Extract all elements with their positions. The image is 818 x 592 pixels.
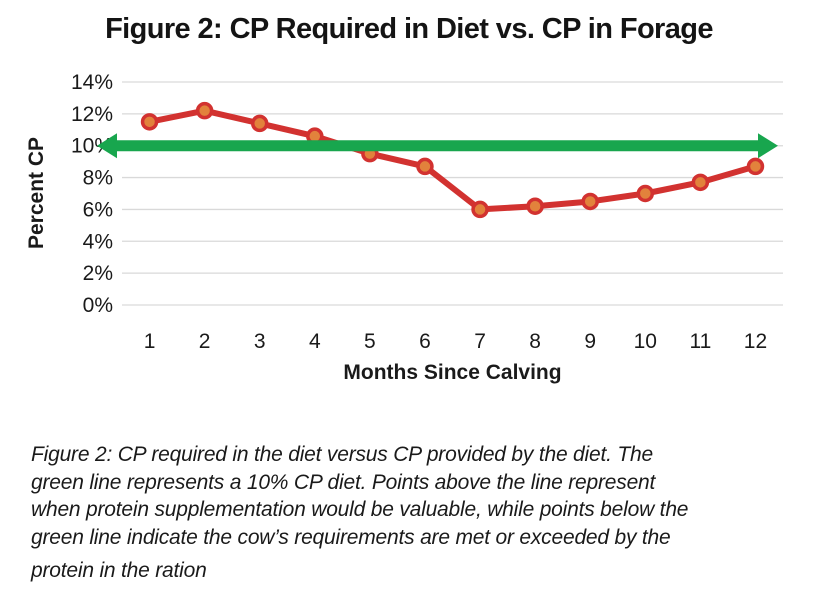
- x-tick-label: 4: [309, 330, 321, 353]
- y-tick-label: 8%: [83, 167, 113, 190]
- data-point-marker: [746, 157, 765, 176]
- x-axis-tick-labels: 1 2 3 4 5 6 7 8 9 10 11 12: [144, 330, 767, 353]
- data-point-marker: [250, 114, 269, 133]
- y-tick-label: 0%: [83, 294, 113, 317]
- chart-canvas: 0%2%4%6%8%10%12%14%1 2 3 4 5 6 7 8 9 10 11 12: [71, 71, 783, 353]
- reference-line-arrow: [97, 133, 778, 159]
- x-tick-label: 12: [744, 330, 767, 353]
- figure-caption: Figure 2: CP required in the diet versus…: [31, 441, 801, 585]
- x-tick-label: 8: [529, 330, 541, 353]
- caption-line: green line represents a 10% CP diet. Poi…: [31, 470, 656, 494]
- data-point-marker: [195, 101, 214, 120]
- y-tick-label: 2%: [83, 262, 113, 285]
- data-point-marker: [471, 200, 489, 219]
- x-axis-title: Months Since Calving: [343, 361, 562, 384]
- caption-line: when protein supplementation would be va…: [31, 498, 689, 521]
- x-tick-label: 3: [254, 330, 266, 353]
- x-tick-label: 10: [634, 330, 657, 353]
- x-tick-label: 11: [689, 330, 711, 353]
- y-tick-label: 6%: [83, 198, 113, 221]
- x-tick-label: 7: [474, 330, 486, 353]
- data-point-marker: [581, 192, 599, 211]
- y-axis-title: Percent CP: [25, 136, 48, 250]
- data-point-marker: [140, 113, 159, 131]
- x-tick-label: 5: [364, 330, 376, 353]
- y-axis-tick-labels: 0% 2% 4% 6% 8% 10% 12% 14%: [71, 71, 113, 317]
- y-tick-label: 4%: [83, 230, 113, 253]
- y-tick-label: 14%: [71, 71, 113, 94]
- data-point-marker: [416, 157, 434, 176]
- x-tick-label: 2: [199, 330, 211, 353]
- x-tick-label: 1: [144, 330, 156, 353]
- caption-line: protein in the ration: [31, 559, 207, 582]
- data-point-marker: [636, 184, 655, 203]
- data-point-marker: [691, 173, 710, 192]
- data-point-marker: [526, 197, 544, 215]
- x-tick-label: 9: [584, 330, 596, 353]
- y-tick-label: 10%: [71, 135, 113, 158]
- y-tick-label: 12%: [71, 103, 113, 126]
- series-line: [146, 107, 759, 213]
- caption-line: green line indicate the cow’s requiremen…: [31, 525, 671, 549]
- chart-title: Figure 2: CP Required in Diet vs. CP in …: [105, 13, 713, 45]
- caption-line: Figure 2: CP required in the diet versus…: [31, 443, 653, 466]
- x-tick-label: 6: [419, 330, 431, 353]
